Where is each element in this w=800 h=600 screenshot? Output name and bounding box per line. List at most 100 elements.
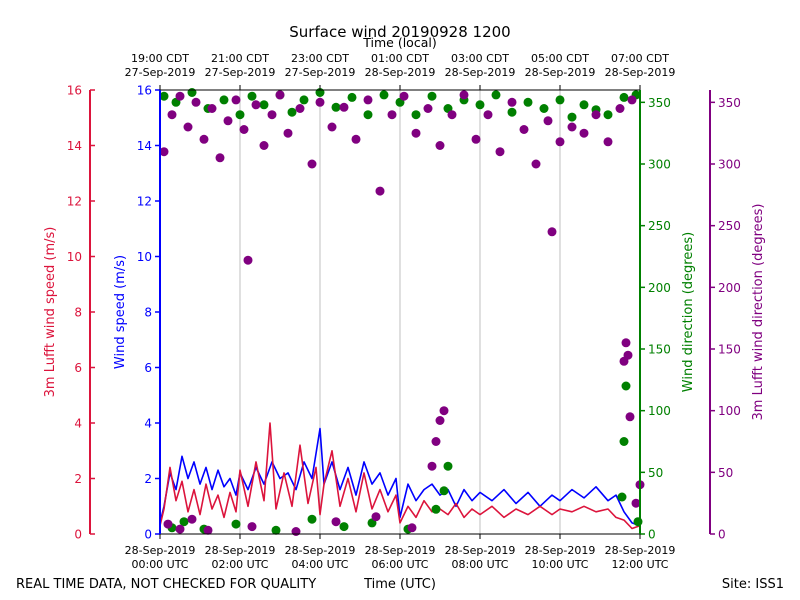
x-tick-time: 06:00 UTC — [371, 558, 428, 571]
lufft-direction-tick-label: 150 — [718, 343, 741, 357]
3m-lufft-wind-direction-point — [183, 122, 193, 132]
top-tick-date: 27-Sep-2019 — [125, 66, 196, 79]
wind-direction-point — [331, 102, 341, 112]
wind-direction-point — [475, 100, 485, 110]
top-axis-label: Time (local) — [362, 35, 436, 50]
wind-direction-point — [247, 91, 257, 101]
site-label: Site: ISS1 — [722, 577, 784, 592]
3m-lufft-wind-direction-point — [251, 100, 261, 110]
top-tick-time: 19:00 CDT — [131, 52, 189, 65]
3m-lufft-wind-direction-point — [247, 522, 257, 532]
lufft-speed-tick-label: 16 — [67, 84, 82, 98]
direction-tick-label: 200 — [648, 281, 671, 295]
3m-lufft-wind-direction-point — [159, 147, 169, 157]
top-tick-date: 27-Sep-2019 — [285, 66, 356, 79]
top-tick-time: 01:00 CDT — [371, 52, 429, 65]
direction-tick-label: 0 — [648, 528, 656, 542]
x-tick-time: 08:00 UTC — [451, 558, 508, 571]
x-tick-time: 02:00 UTC — [211, 558, 268, 571]
wind-direction-point — [287, 107, 297, 117]
wind-direction-point — [507, 107, 517, 117]
wind-direction-point — [431, 504, 441, 514]
3m-lufft-wind-direction-point — [579, 128, 589, 138]
3m-lufft-wind-direction-point — [547, 227, 557, 237]
wind-direction-point — [555, 95, 565, 105]
wind-direction-point — [491, 90, 501, 100]
wind-direction-point — [259, 100, 269, 110]
lufft-speed-tick-label: 4 — [74, 417, 82, 431]
3m-lufft-wind-direction-point — [531, 159, 541, 169]
3m-lufft-wind-direction-point — [167, 110, 177, 120]
wind-direction-point — [617, 492, 627, 502]
3m-lufft-wind-direction-point — [459, 90, 469, 100]
wind-direction-point — [159, 91, 169, 101]
direction-tick-label: 350 — [648, 96, 671, 110]
quality-disclaimer: REAL TIME DATA, NOT CHECKED FOR QUALITY — [16, 577, 316, 592]
3m-lufft-wind-direction-point — [315, 97, 325, 107]
3m-lufft-wind-direction-point — [387, 110, 397, 120]
3m-lufft-wind-direction-point — [199, 134, 209, 144]
3m-lufft-wind-direction-point — [519, 125, 529, 134]
top-tick-time: 07:00 CDT — [611, 52, 669, 65]
3m-lufft-wind-direction-point — [507, 97, 517, 107]
3m-lufft-wind-direction-point — [283, 128, 293, 138]
lufft-speed-axis-label: 3m Lufft wind speed (m/s) — [43, 227, 58, 398]
wind-direction-point — [187, 88, 197, 97]
lufft-direction-tick-label: 250 — [718, 219, 741, 233]
wind-direction-point — [603, 110, 613, 120]
axis-ticks: 0 2 4 6 8 10 12 14 16 0 2 4 6 8 10 12 14 16 0 50 100 150 200 25… — [67, 84, 741, 542]
3m-lufft-wind-direction-point — [239, 125, 249, 134]
lufft-speed-tick-label: 8 — [74, 306, 82, 320]
3m-lufft-wind-direction-point — [175, 524, 185, 534]
3m-lufft-wind-direction-point — [431, 437, 441, 446]
wind-direction-point — [339, 522, 349, 532]
x-tick-date: 28-Sep-2019 — [605, 544, 676, 557]
3m-lufft-wind-direction-point — [555, 137, 565, 147]
3m-lufft-wind-direction-point — [291, 527, 301, 536]
wind-direction-point — [235, 110, 245, 120]
top-tick-time: 03:00 CDT — [451, 52, 509, 65]
wind-direction-point — [231, 519, 241, 529]
3m-lufft-wind-direction-point — [375, 186, 385, 196]
direction-tick-label: 300 — [648, 158, 671, 172]
3m-lufft-wind-direction-point — [411, 128, 421, 138]
3m-lufft-wind-direction-point — [615, 104, 625, 113]
top-tick-time: 05:00 CDT — [531, 52, 589, 65]
3m-lufft-wind-direction-point — [295, 104, 305, 113]
speed-tick-label: 16 — [137, 84, 152, 98]
3m-lufft-wind-direction-point — [483, 110, 493, 120]
x-tick-time: 00:00 UTC — [131, 558, 188, 571]
3m-lufft-wind-speed-line — [159, 422, 641, 530]
wind-direction-point — [567, 112, 577, 122]
3m-lufft-wind-direction-point — [399, 91, 409, 101]
3m-lufft-wind-direction-point — [371, 512, 381, 522]
3m-lufft-wind-direction-point — [175, 91, 185, 101]
3m-lufft-wind-direction-point — [591, 110, 601, 120]
x-tick-date: 28-Sep-2019 — [125, 544, 196, 557]
x-tick-date: 28-Sep-2019 — [205, 544, 276, 557]
wind-direction-point — [219, 95, 229, 105]
lufft-direction-axis-label: 3m Lufft wind direction (degrees) — [751, 204, 766, 421]
3m-lufft-wind-direction-point — [423, 104, 433, 113]
3m-lufft-wind-direction-point — [567, 122, 577, 132]
speed-tick-label: 4 — [144, 417, 152, 431]
lufft-direction-tick-label: 300 — [718, 158, 741, 172]
wind-direction-point — [621, 381, 631, 391]
speed-tick-label: 8 — [144, 306, 152, 320]
3m-lufft-wind-direction-point — [231, 95, 241, 105]
wind-direction-point — [307, 514, 317, 524]
top-tick-date: 28-Sep-2019 — [525, 66, 596, 79]
3m-lufft-wind-direction-point — [625, 412, 635, 422]
x-tick-date: 28-Sep-2019 — [285, 544, 356, 557]
3m-lufft-wind-direction-point — [627, 95, 637, 105]
3m-lufft-wind-direction-point — [331, 517, 341, 527]
lufft-speed-tick-label: 0 — [74, 528, 82, 542]
3m-lufft-wind-direction-point — [215, 153, 225, 163]
top-tick-date: 28-Sep-2019 — [605, 66, 676, 79]
x-tick-time: 04:00 UTC — [291, 558, 348, 571]
wind-direction-point — [379, 90, 389, 100]
wind-direction-point — [347, 92, 357, 102]
3m-lufft-wind-direction-point — [623, 350, 633, 360]
3m-lufft-wind-direction-point — [207, 104, 217, 113]
